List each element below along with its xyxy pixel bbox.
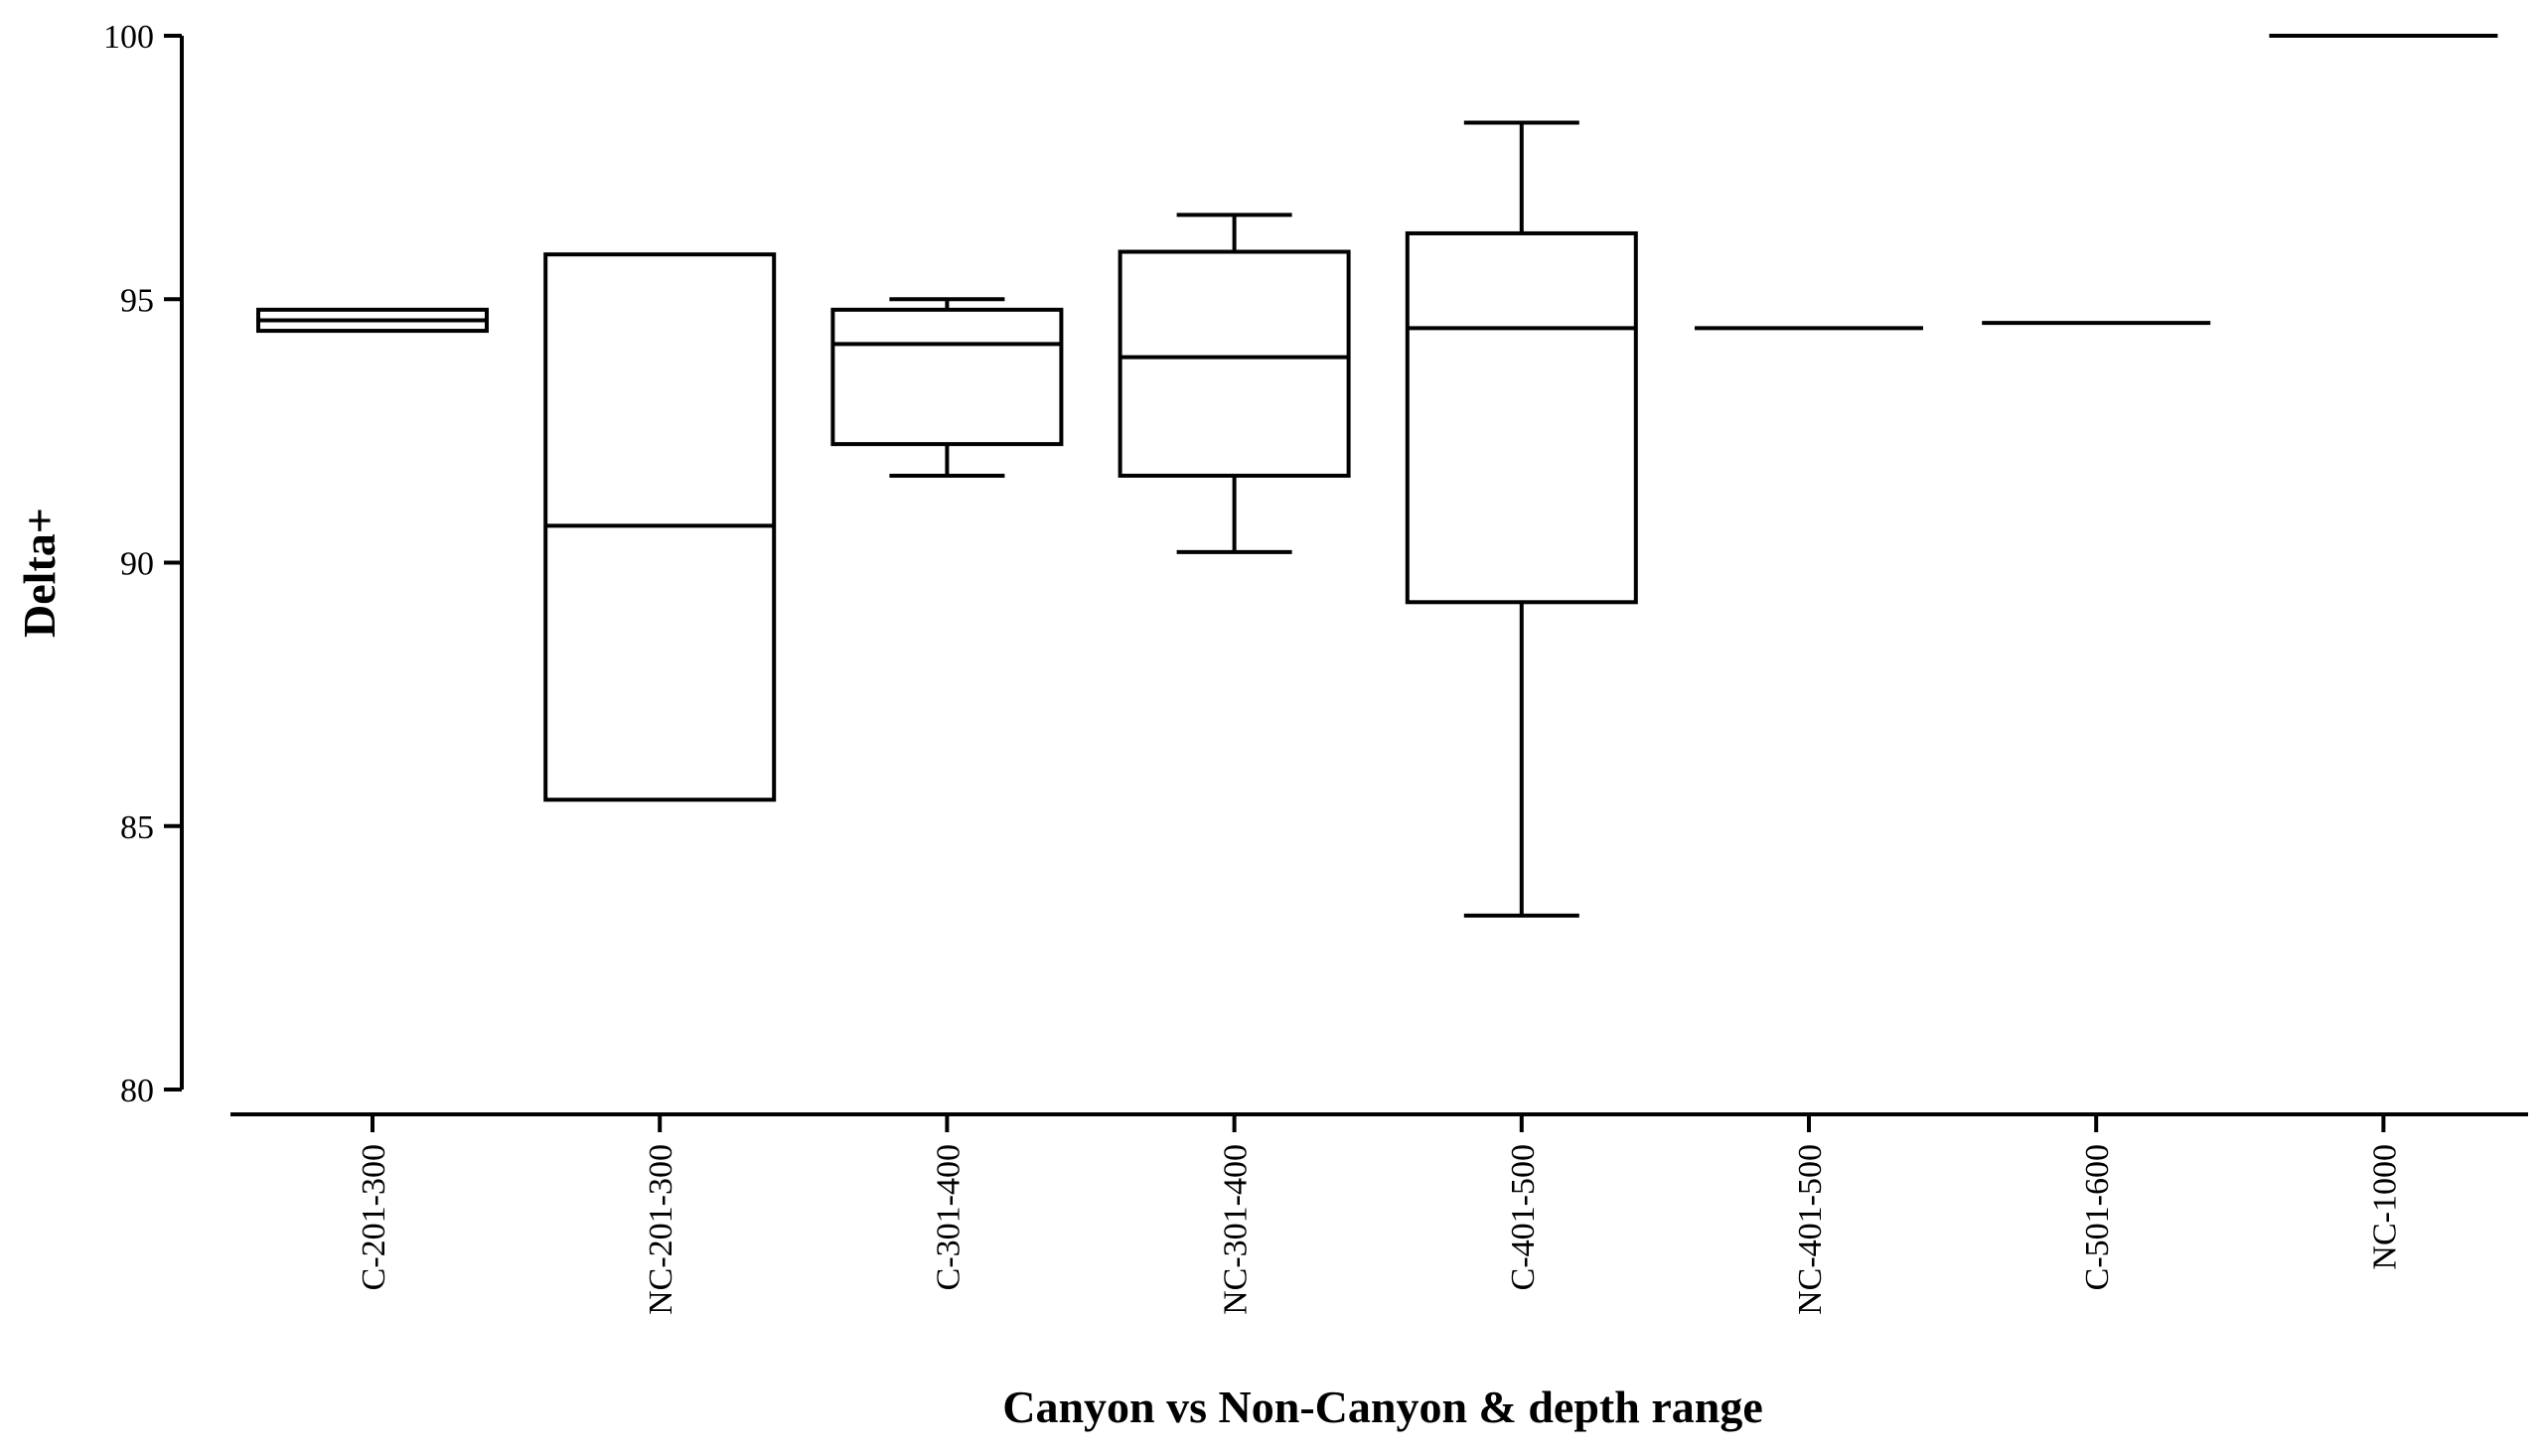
- x-axis: C-201-300 NC-201-300 C-301-400 NC-301-400 C-…: [230, 1112, 2528, 1315]
- x-tick-label: C-401-500: [1505, 1144, 1542, 1290]
- box-nc-301-400: [1118, 213, 1351, 554]
- box-series: [256, 34, 2498, 918]
- x-tick-label: NC-201-300: [643, 1144, 679, 1315]
- x-tick-label: C-301-400: [930, 1144, 967, 1290]
- x-tick-label: C-201-300: [356, 1144, 392, 1290]
- box-c-201-300: [256, 307, 489, 334]
- box-nc-201-300: [543, 252, 777, 802]
- x-tick-label: NC-301-400: [1218, 1144, 1255, 1315]
- y-axis: 80 85 90 95 100: [103, 19, 184, 1109]
- x-axis-title: Canyon vs Non-Canyon & depth range: [1002, 1382, 1763, 1432]
- y-tick-label: 100: [103, 19, 154, 56]
- x-tick-label: NC-401-500: [1792, 1144, 1829, 1315]
- box-c-301-400: [830, 297, 1064, 478]
- interquartile-box: [1405, 230, 1638, 605]
- y-tick-label: 95: [120, 282, 154, 319]
- y-tick-label: 80: [120, 1073, 154, 1109]
- interquartile-box: [830, 307, 1064, 447]
- y-tick-label: 90: [120, 546, 154, 583]
- x-tick-label: C-501-600: [2079, 1144, 2116, 1290]
- box-c-401-500: [1405, 120, 1638, 918]
- interquartile-box: [1118, 249, 1351, 478]
- y-axis-title: Delta+: [14, 508, 65, 638]
- y-tick-label: 85: [120, 809, 154, 846]
- x-tick-label: NC-1000: [2366, 1144, 2403, 1270]
